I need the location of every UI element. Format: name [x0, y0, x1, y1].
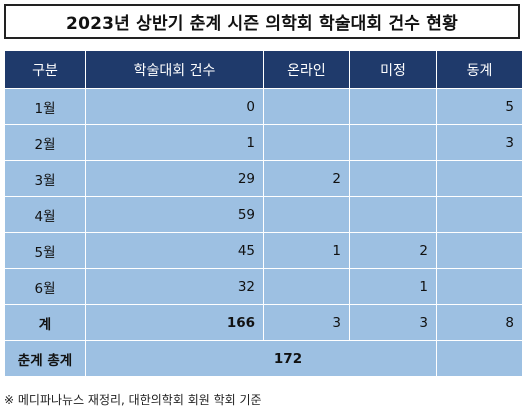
- table-row: 2월 1 3: [4, 124, 523, 161]
- table-header-row: 구분 학술대회 건수 온라인 미정 동계: [4, 50, 523, 89]
- cell-undecided: [349, 196, 437, 233]
- cell-winter: [436, 268, 523, 305]
- subtotal-undecided: 3: [349, 304, 437, 341]
- column-header-count: 학술대회 건수: [85, 50, 264, 89]
- cell-undecided: 2: [349, 232, 437, 269]
- row-label: 4월: [4, 196, 86, 233]
- cell-count: 29: [85, 160, 264, 197]
- column-header-undecided: 미정: [349, 50, 437, 89]
- row-label: 6월: [4, 268, 86, 305]
- row-label: 3월: [4, 160, 86, 197]
- conference-stats-table: 구분 학술대회 건수 온라인 미정 동계 1월 0 5 2월 1 3 3월 29…: [4, 50, 523, 377]
- page-title: 2023년 상반기 춘계 시즌 의학회 학술대회 건수 현황: [4, 4, 520, 39]
- cell-undecided: [349, 124, 437, 161]
- cell-undecided: [349, 88, 437, 125]
- table-row: 6월 32 1: [4, 268, 523, 305]
- page-title-text: 2023년 상반기 춘계 시즌 의학회 학술대회 건수 현황: [66, 14, 458, 34]
- column-header-online: 온라인: [263, 50, 350, 89]
- table-row: 4월 59: [4, 196, 523, 233]
- cell-online: [263, 88, 350, 125]
- row-label: 5월: [4, 232, 86, 269]
- subtotal-count: 166: [85, 304, 264, 341]
- subtotal-label: 계: [4, 304, 86, 341]
- grand-total-label: 춘계 총계: [4, 340, 86, 377]
- cell-undecided: [349, 160, 437, 197]
- cell-online: 1: [263, 232, 350, 269]
- column-header-winter: 동계: [436, 50, 523, 89]
- cell-count: 32: [85, 268, 264, 305]
- column-header-category: 구분: [4, 50, 86, 89]
- subtotal-row: 계 166 3 3 8: [4, 304, 523, 341]
- cell-online: [263, 268, 350, 305]
- grand-total-row: 춘계 총계 172: [4, 340, 523, 377]
- subtotal-winter: 8: [436, 304, 523, 341]
- row-label: 2월: [4, 124, 86, 161]
- grand-total-value: 172: [85, 340, 437, 377]
- cell-count: 45: [85, 232, 264, 269]
- subtotal-online: 3: [263, 304, 350, 341]
- cell-winter: [436, 232, 523, 269]
- cell-online: 2: [263, 160, 350, 197]
- cell-count: 1: [85, 124, 264, 161]
- cell-online: [263, 196, 350, 233]
- table-row: 1월 0 5: [4, 88, 523, 125]
- cell-winter: 3: [436, 124, 523, 161]
- source-note: ※ 메디파나뉴스 재정리, 대한의학회 회원 학회 기준: [4, 393, 262, 407]
- grand-total-empty-cell: [436, 340, 523, 377]
- row-label: 1월: [4, 88, 86, 125]
- cell-winter: [436, 196, 523, 233]
- cell-winter: [436, 160, 523, 197]
- cell-winter: 5: [436, 88, 523, 125]
- table-row: 3월 29 2: [4, 160, 523, 197]
- cell-count: 59: [85, 196, 264, 233]
- cell-online: [263, 124, 350, 161]
- cell-count: 0: [85, 88, 264, 125]
- table-row: 5월 45 1 2: [4, 232, 523, 269]
- cell-undecided: 1: [349, 268, 437, 305]
